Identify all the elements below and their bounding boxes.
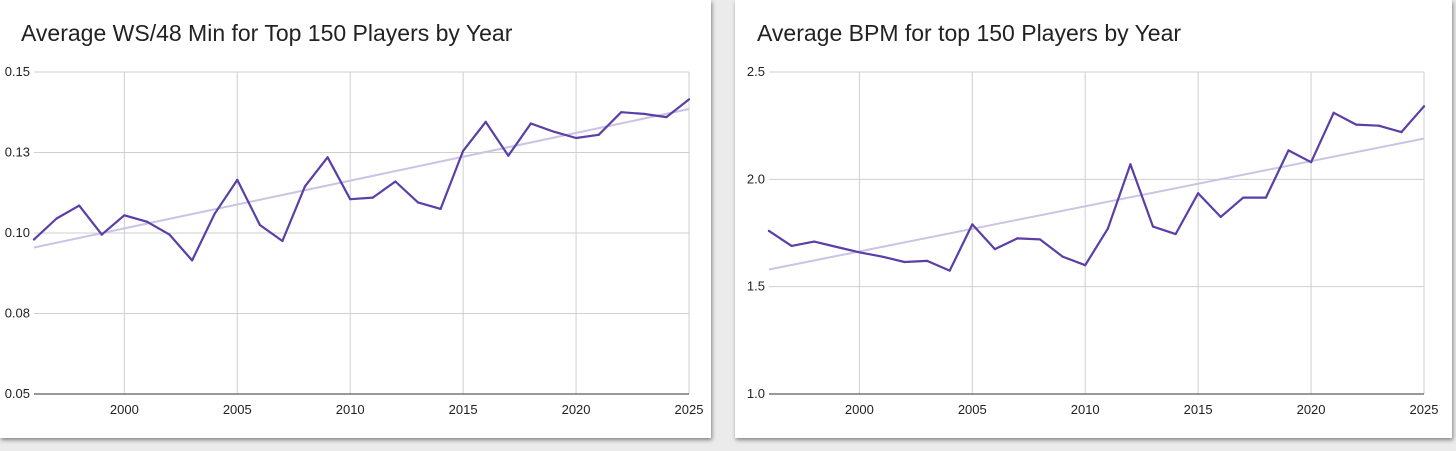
ws48-x-tick-label: 2015 [449, 402, 478, 417]
ws48-data-point [236, 178, 239, 181]
bpm-data-point [1219, 215, 1222, 218]
bpm-data-point [1400, 131, 1403, 134]
ws48-data-point [439, 207, 442, 210]
bpm-y-tick-label: 1.5 [747, 279, 765, 294]
ws48-y-tick-label: 0.05 [5, 386, 30, 401]
ws48-data-point [213, 212, 216, 215]
bpm-data-point [1016, 237, 1019, 240]
ws48-data-point [145, 220, 149, 223]
ws48-data-point [394, 180, 397, 183]
bpm-y-tick-label: 2.5 [747, 64, 765, 79]
ws48-data-point [303, 185, 307, 188]
ws48-data-point [416, 201, 420, 204]
ws48-data-point [620, 111, 623, 114]
bpm-data-point [993, 248, 996, 251]
ws48-data-point [597, 133, 600, 136]
bpm-data-point [767, 229, 771, 232]
bpm-data-point [1038, 238, 1042, 241]
ws48-series-line [32, 98, 691, 262]
chart-panel-ws48: Average WS/48 Min for Top 150 Players by… [0, 0, 711, 438]
bpm-data-point [1264, 196, 1267, 199]
ws48-data-point [100, 233, 103, 236]
ws48-data-point [371, 196, 374, 199]
bpm-data-point [835, 245, 838, 249]
bpm-data-point [1377, 124, 1380, 127]
bpm-trendline [768, 137, 1425, 271]
ws48-data-point [665, 115, 668, 119]
bpm-y-tick-label: 1.0 [747, 386, 765, 401]
bpm-data-point [971, 223, 974, 226]
ws48-data-point [484, 120, 487, 124]
ws48-data-point [258, 223, 261, 227]
ws48-data-point [529, 122, 532, 125]
ws48-y-tick-label: 0.10 [5, 225, 30, 240]
ws48-data-point [687, 98, 691, 101]
chart-panel-bpm: Average BPM for top 150 Players by Year … [735, 0, 1452, 438]
ws48-data-point [123, 214, 126, 217]
bpm-x-tick-label: 2015 [1184, 402, 1213, 417]
bpm-data-point [1422, 105, 1426, 108]
bpm-data-point [1355, 123, 1358, 126]
bpm-data-point [1197, 192, 1200, 195]
ws48-data-point [78, 204, 81, 207]
bpm-data-point [813, 240, 816, 243]
ws48-data-point [281, 239, 284, 243]
chart-title-ws48: Average WS/48 Min for Top 150 Players by… [21, 20, 513, 46]
bpm-data-point [903, 260, 906, 264]
bpm-data-point [1106, 227, 1109, 230]
ws48-data-point [507, 154, 510, 157]
bpm-data-point [1151, 225, 1155, 228]
bpm-data-point [948, 269, 951, 272]
ws48-x-tick-label: 2020 [562, 402, 591, 417]
bpm-y-tick-label: 2.0 [747, 171, 765, 186]
line-chart-ws48: 0.15 0.13 0.10 0.08 0.05 2000 2005 2010 2015 2020… [5, 64, 704, 417]
bpm-data-point [858, 251, 861, 254]
ws48-data-point [552, 130, 555, 133]
bpm-data-point [790, 244, 793, 247]
bpm-x-tick-label: 2000 [845, 402, 874, 417]
bpm-data-point [1084, 264, 1087, 267]
bpm-data-point [1332, 111, 1335, 114]
ws48-trendline [33, 108, 690, 249]
chart-title-bpm: Average BPM for top 150 Players by Year [757, 20, 1182, 46]
ws48-data-point [191, 259, 194, 262]
ws48-data-point [349, 198, 352, 201]
ws48-data-point [574, 136, 578, 140]
bpm-data-point [1242, 196, 1245, 199]
bpm-x-tick-label: 2010 [1071, 402, 1100, 417]
ws48-data-point [462, 149, 465, 152]
bpm-x-tick-label: 2025 [1410, 402, 1439, 417]
ws48-x-tick-label: 2010 [336, 402, 365, 417]
ws48-data-point [32, 238, 36, 241]
bpm-x-tick-label: 2005 [958, 402, 987, 417]
ws48-y-tick-label: 0.13 [5, 145, 30, 160]
ws48-x-tick-label: 2000 [110, 402, 139, 417]
ws48-data-point [55, 217, 58, 220]
bpm-data-point [1309, 161, 1313, 164]
ws48-y-tick-label: 0.08 [5, 306, 30, 321]
bpm-series-line [767, 105, 1426, 272]
ws48-x-tick-label: 2005 [223, 402, 252, 417]
bpm-data-point [1287, 149, 1290, 152]
line-chart-bpm: 2.5 2.0 1.5 1.0 2000 2005 2010 2015 2020 2025 [747, 64, 1439, 417]
ws48-y-tick-label: 0.15 [5, 64, 30, 79]
bpm-data-point [1129, 163, 1132, 166]
ws48-data-point [642, 112, 645, 115]
bpm-data-point [880, 255, 884, 258]
ws48-data-point [326, 156, 329, 159]
bpm-data-point [1174, 232, 1177, 236]
bpm-data-point [1061, 255, 1064, 258]
bpm-x-tick-label: 2020 [1297, 402, 1326, 417]
ws48-x-tick-label: 2025 [675, 402, 704, 417]
bpm-data-point [926, 259, 929, 263]
ws48-data-point [168, 233, 171, 236]
